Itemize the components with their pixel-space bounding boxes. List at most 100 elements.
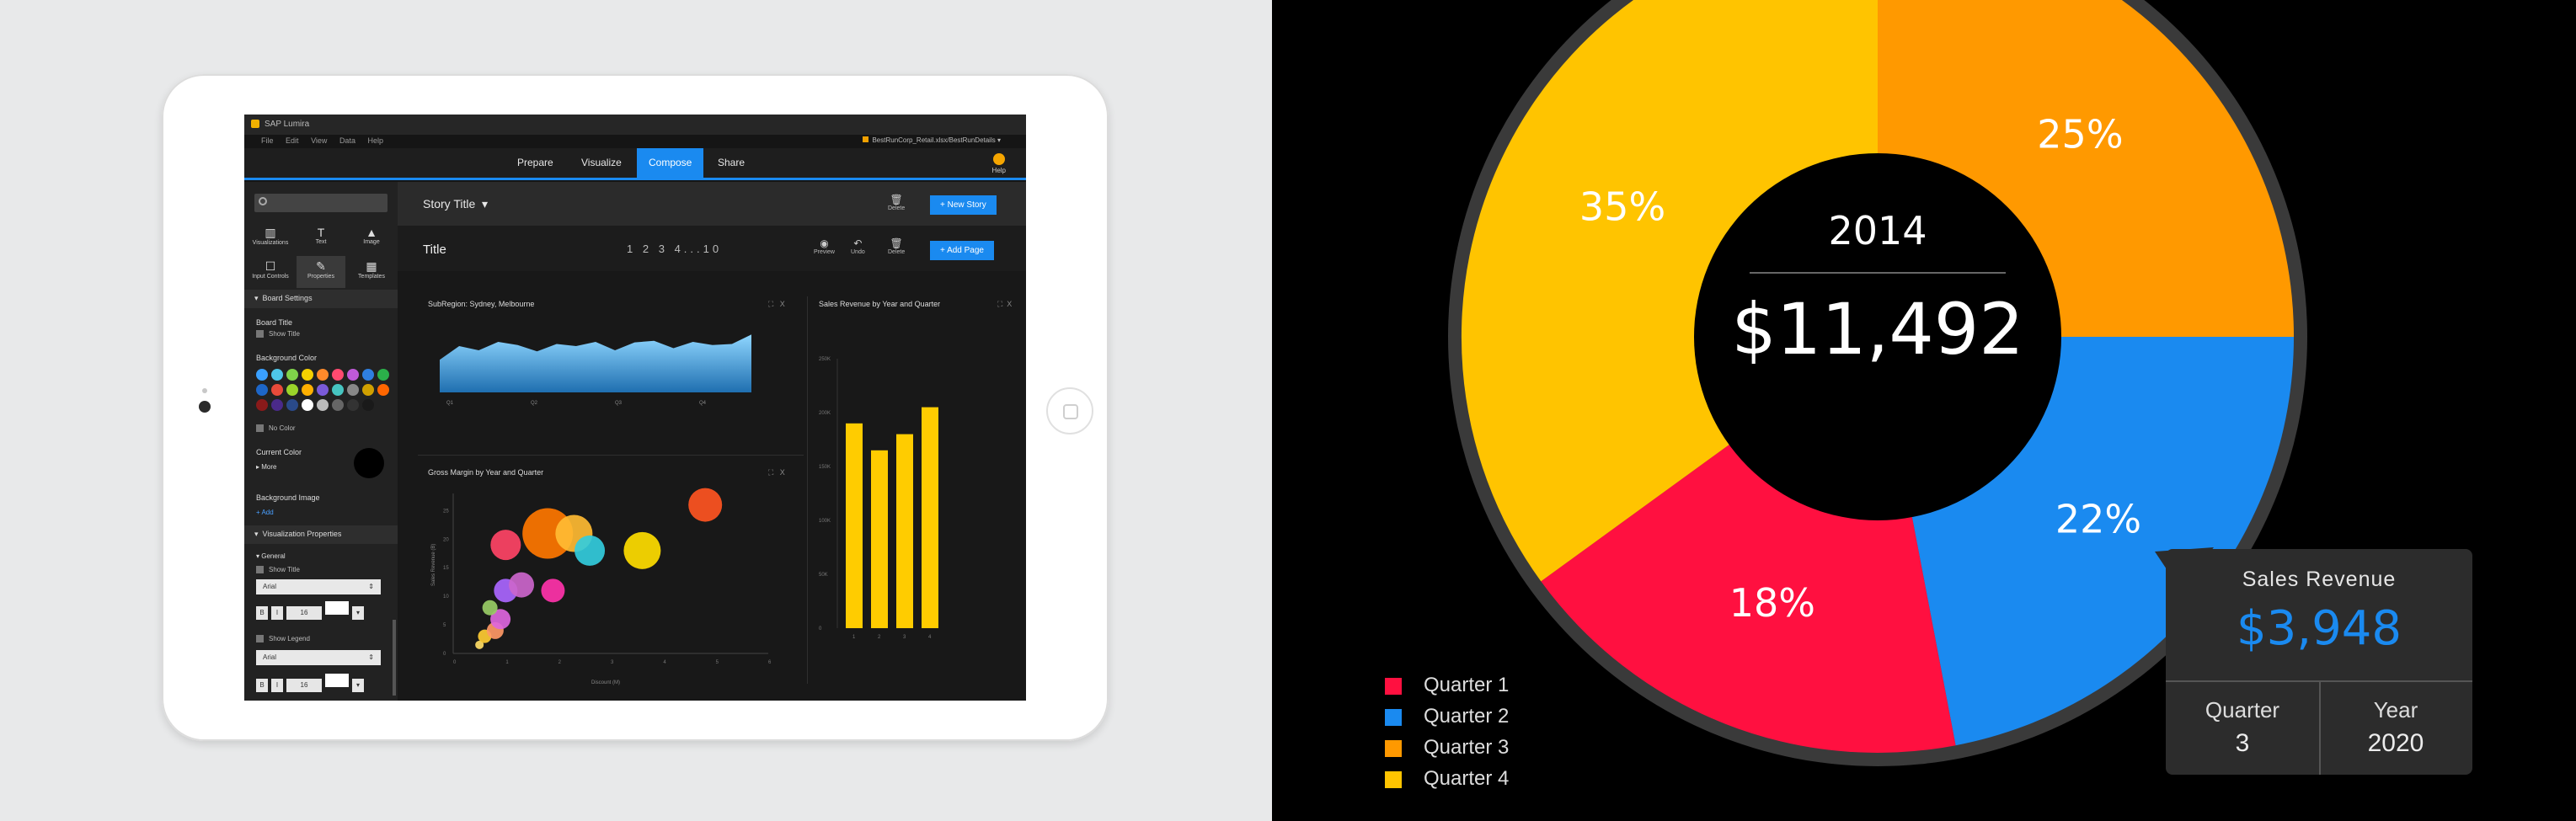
- bubble[interactable]: [623, 531, 661, 569]
- tool-templates[interactable]: ▦ Templates: [347, 256, 396, 288]
- bubble-chart-expand-icon[interactable]: ⛶ X: [768, 468, 785, 477]
- color-dropdown-icon[interactable]: ▾: [352, 679, 364, 692]
- tool-text[interactable]: T Text: [297, 222, 345, 254]
- color-dropdown-icon[interactable]: ▾: [352, 606, 364, 620]
- color-swatch[interactable]: [286, 399, 298, 411]
- menu-edit[interactable]: Edit: [286, 136, 299, 145]
- menu-file[interactable]: File: [261, 136, 274, 145]
- bold-button[interactable]: B: [256, 679, 268, 692]
- bubble[interactable]: [688, 488, 723, 522]
- color-swatch[interactable]: [271, 369, 283, 381]
- delete-story-button[interactable]: 🗑 Delete: [888, 194, 905, 211]
- menu-view[interactable]: View: [311, 136, 328, 145]
- revenue-bar[interactable]: [871, 450, 888, 628]
- bubble[interactable]: [509, 572, 535, 598]
- color-swatch[interactable]: [256, 384, 268, 396]
- color-swatch[interactable]: [256, 369, 268, 381]
- page-1[interactable]: 1: [627, 243, 637, 255]
- tool-properties[interactable]: ✎ Properties: [297, 256, 345, 288]
- bubble[interactable]: [575, 535, 606, 566]
- color-swatch[interactable]: [377, 369, 389, 381]
- revenue-bar[interactable]: [846, 423, 863, 628]
- area-series[interactable]: [440, 334, 751, 392]
- color-swatch[interactable]: [317, 369, 329, 381]
- menu-data[interactable]: Data: [339, 136, 355, 145]
- show-title-checkbox[interactable]: Show Title: [256, 330, 300, 339]
- undo-button[interactable]: ↶ Undo: [851, 237, 865, 255]
- new-story-button[interactable]: + New Story: [930, 195, 997, 215]
- color-swatch[interactable]: [271, 399, 283, 411]
- color-swatch[interactable]: [347, 399, 359, 411]
- legend-font-select[interactable]: Arial ⇕: [256, 650, 381, 665]
- page-2[interactable]: 2: [642, 243, 653, 255]
- bold-button[interactable]: B: [256, 606, 268, 620]
- revenue-bar[interactable]: [922, 407, 938, 628]
- help-button[interactable]: Help: [992, 153, 1006, 174]
- sidebar-scrollbar[interactable]: [393, 620, 396, 696]
- font-color-picker[interactable]: [325, 601, 349, 615]
- legend-item[interactable]: Quarter 2: [1385, 705, 1509, 728]
- bubble[interactable]: [522, 508, 574, 559]
- bubble[interactable]: [490, 530, 521, 561]
- viz-show-title-checkbox[interactable]: Show Title: [256, 566, 300, 574]
- italic-button[interactable]: I: [271, 679, 283, 692]
- font-size-input[interactable]: 16: [286, 679, 322, 692]
- legend-item[interactable]: Quarter 1: [1385, 674, 1509, 697]
- color-swatch[interactable]: [347, 384, 359, 396]
- tab-visualize[interactable]: Visualize: [581, 157, 622, 168]
- bubble[interactable]: [482, 600, 498, 616]
- legend-item[interactable]: Quarter 3: [1385, 736, 1509, 760]
- bubble[interactable]: [475, 640, 484, 649]
- bubble[interactable]: [490, 609, 511, 630]
- font-select[interactable]: Arial ⇕: [256, 579, 381, 594]
- tab-compose[interactable]: Compose: [637, 148, 704, 178]
- general-group[interactable]: ▾ General: [256, 552, 286, 560]
- font-color-picker[interactable]: [325, 674, 349, 687]
- color-swatch[interactable]: [302, 384, 313, 396]
- dataset-selector[interactable]: BestRunCorp_Retail.xlsx/BestRunDetails ▾: [863, 136, 1001, 144]
- bar-chart-expand-icon[interactable]: ⛶ X: [997, 300, 1013, 308]
- donut-slice-quarter-4[interactable]: [1461, 0, 1878, 582]
- color-swatch[interactable]: [271, 384, 283, 396]
- color-swatch[interactable]: [362, 369, 374, 381]
- section-board-settings[interactable]: ▾ Board Settings: [244, 290, 398, 308]
- color-swatch[interactable]: [302, 399, 313, 411]
- revenue-bar[interactable]: [896, 434, 913, 628]
- color-swatch[interactable]: [302, 369, 313, 381]
- color-swatch[interactable]: [362, 399, 374, 411]
- tool-input-controls[interactable]: ☐ Input Controls: [246, 256, 295, 288]
- color-swatch[interactable]: [317, 399, 329, 411]
- current-color-swatch[interactable]: [354, 448, 384, 478]
- preview-button[interactable]: ◉ Preview: [814, 237, 835, 255]
- area-chart-expand-icon[interactable]: ⛶ X: [768, 300, 785, 308]
- add-page-button[interactable]: + Add Page: [930, 241, 994, 260]
- bubble[interactable]: [541, 578, 565, 603]
- color-swatch[interactable]: [317, 384, 329, 396]
- color-swatch[interactable]: [347, 369, 359, 381]
- color-swatch[interactable]: [332, 369, 344, 381]
- page-4-10[interactable]: 4...10: [674, 243, 723, 255]
- show-legend-checkbox[interactable]: Show Legend: [256, 635, 310, 643]
- color-swatch[interactable]: [362, 384, 374, 396]
- tool-image[interactable]: ▲ Image: [347, 222, 396, 254]
- legend-item[interactable]: Quarter 4: [1385, 767, 1509, 791]
- section-visualization-properties[interactable]: ▾ Visualization Properties: [244, 525, 398, 544]
- add-image-link[interactable]: + Add: [256, 509, 274, 516]
- tab-share[interactable]: Share: [718, 157, 746, 168]
- ipad-home-button[interactable]: [1046, 387, 1093, 434]
- page-3[interactable]: 3: [658, 243, 668, 255]
- color-swatch[interactable]: [377, 384, 389, 396]
- search-input[interactable]: [254, 194, 387, 212]
- no-color-checkbox[interactable]: No Color: [256, 424, 296, 433]
- color-swatch[interactable]: [332, 384, 344, 396]
- color-swatch[interactable]: [286, 369, 298, 381]
- story-title-dropdown[interactable]: Story Title ▾: [423, 197, 489, 211]
- color-swatch[interactable]: [332, 399, 344, 411]
- delete-page-button[interactable]: 🗑 Delete: [888, 237, 905, 255]
- menu-help[interactable]: Help: [367, 136, 383, 145]
- font-size-input[interactable]: 16: [286, 606, 322, 620]
- more-colors-link[interactable]: ▸ More: [256, 463, 277, 471]
- color-swatch[interactable]: [286, 384, 298, 396]
- tab-prepare[interactable]: Prepare: [517, 157, 553, 168]
- italic-button[interactable]: I: [271, 606, 283, 620]
